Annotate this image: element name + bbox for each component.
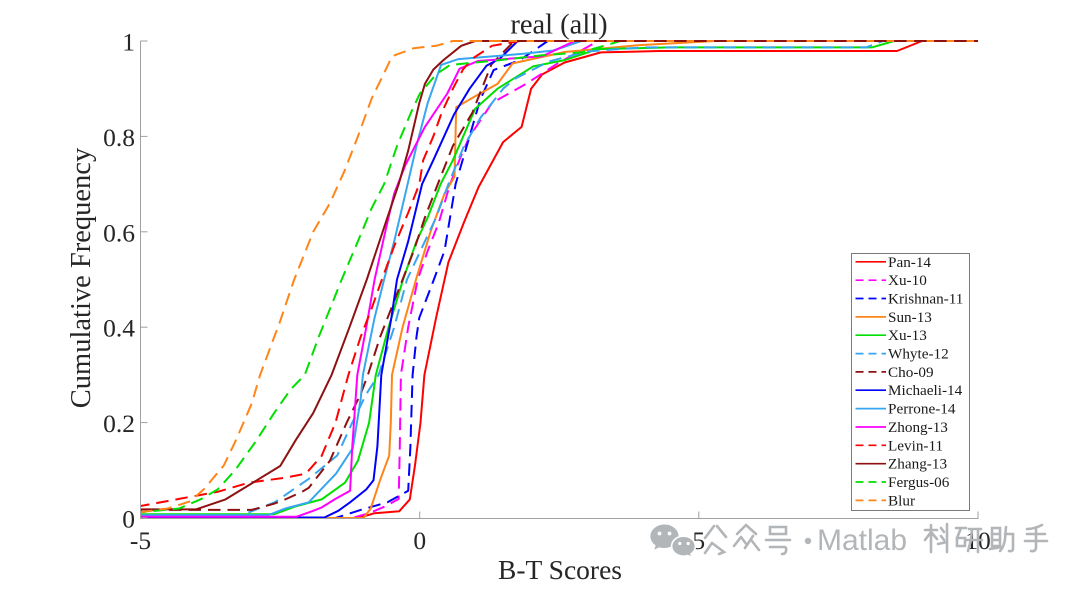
svg-text:Perrone-14: Perrone-14 xyxy=(888,401,956,418)
svg-text:Krishnan-11: Krishnan-11 xyxy=(888,291,963,308)
svg-text:0.2: 0.2 xyxy=(103,409,135,438)
svg-text:0: 0 xyxy=(413,526,426,555)
svg-text:0.6: 0.6 xyxy=(103,218,135,247)
svg-text:0: 0 xyxy=(122,505,135,534)
svg-text:Blur: Blur xyxy=(888,492,915,509)
svg-text:Sun-13: Sun-13 xyxy=(888,309,932,326)
svg-text:real (all): real (all) xyxy=(510,10,607,41)
svg-text:Xu-10: Xu-10 xyxy=(888,272,927,289)
svg-text:Xu-13: Xu-13 xyxy=(888,327,927,344)
svg-text:Levin-11: Levin-11 xyxy=(888,437,943,454)
svg-text:Matlab: Matlab xyxy=(817,524,907,557)
svg-text:0.8: 0.8 xyxy=(103,123,135,152)
svg-text:Michaeli-14: Michaeli-14 xyxy=(888,382,963,399)
svg-text:-5: -5 xyxy=(130,526,151,555)
svg-text:0.4: 0.4 xyxy=(103,314,135,343)
svg-text:Whyte-12: Whyte-12 xyxy=(888,346,949,363)
svg-text:Cho-09: Cho-09 xyxy=(888,364,934,381)
svg-text:B-T Scores: B-T Scores xyxy=(498,554,622,584)
svg-text:Zhong-13: Zhong-13 xyxy=(888,419,948,436)
svg-text:Zhang-13: Zhang-13 xyxy=(888,456,947,473)
svg-text:Cumulative Frequency: Cumulative Frequency xyxy=(66,147,97,408)
svg-text:1: 1 xyxy=(122,28,135,57)
svg-text:Pan-14: Pan-14 xyxy=(888,254,931,271)
svg-text:Fergus-06: Fergus-06 xyxy=(888,474,950,491)
